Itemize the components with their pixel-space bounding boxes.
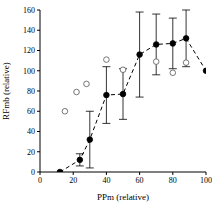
svg-text:60: 60: [136, 176, 144, 185]
svg-text:40: 40: [27, 127, 35, 136]
svg-text:PPm (relative): PPm (relative): [97, 192, 149, 202]
svg-text:RFmb (relative): RFmb (relative): [8, 62, 11, 120]
svg-text:80: 80: [27, 87, 35, 96]
svg-text:80: 80: [169, 176, 177, 185]
svg-text:0: 0: [38, 176, 42, 185]
svg-text:160: 160: [23, 6, 35, 15]
svg-text:140: 140: [23, 26, 35, 35]
svg-text:20: 20: [27, 148, 35, 157]
svg-text:120: 120: [23, 46, 35, 55]
svg-text:100: 100: [23, 67, 35, 76]
svg-text:0: 0: [31, 168, 35, 177]
svg-text:20: 20: [69, 176, 77, 185]
svg-text:100: 100: [200, 176, 208, 185]
svg-text:60: 60: [27, 107, 35, 116]
svg-text:40: 40: [102, 176, 110, 185]
